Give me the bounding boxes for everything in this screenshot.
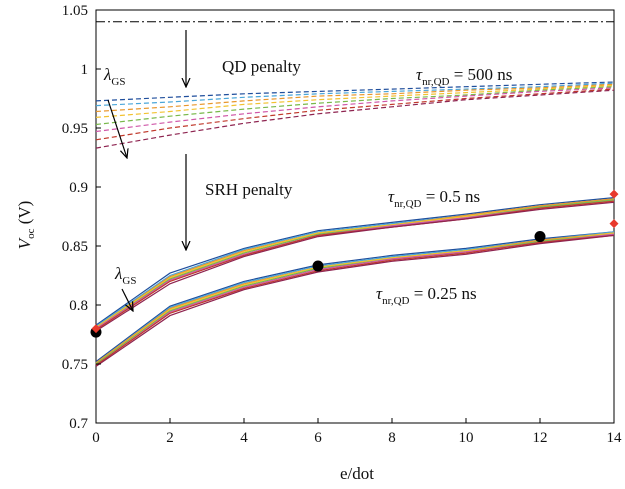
plot-area-border [95,9,615,424]
data-point-circle-2 [534,231,546,243]
series-line-g2-6 [95,234,615,366]
y-tick-label: 0.95 [62,121,88,137]
lambda-gs-label-bottom: λGS [114,264,136,287]
y-tick-label: 0.75 [62,357,88,373]
series-line-g1-0 [95,197,615,326]
y-tick-label: 0.85 [62,239,88,255]
series-line-g0-0 [95,81,615,102]
lambda-gs-label-top: λGS [103,65,125,88]
data-point-diamond-2 [609,219,619,229]
series-line-g2-3 [95,232,615,365]
x-tick-label: 10 [459,430,474,446]
y-tick-label: 0.9 [69,180,88,196]
x-tick-label: 8 [388,430,396,446]
y-tick-label: 1.05 [62,3,88,19]
series-line-g0-2 [95,83,615,113]
x-tick-label: 14 [607,430,623,446]
lambda-gs-arrow-top [107,99,127,158]
x-axis-label: e/dot [340,464,374,483]
tau-500ns-label: τnr,QD = 500 ns [416,65,512,88]
series-line-g2-1 [95,231,615,364]
plot-frame [95,9,615,424]
lambda-gs-arrow-bottom [121,288,133,311]
tau-0.25ns-label: τnr,QD = 0.25 ns [376,284,477,307]
series-line-g0-5 [95,87,615,133]
y-tick-label: 0.7 [69,416,88,432]
series-line-g1-7 [95,201,615,332]
data-point-diamond-0 [91,324,101,334]
series-line-g0-7 [95,89,615,149]
series-line-g0-1 [95,82,615,107]
series-line-g2-7 [95,234,615,367]
x-tick-label: 4 [240,430,248,446]
tau-0.5ns-label: τnr,QD = 0.5 ns [388,187,480,210]
y-tick-label: 1 [81,62,89,78]
x-tick-label: 2 [166,430,174,446]
series-line-g0-4 [95,86,615,126]
points-layer [90,189,619,338]
qd-penalty-label: QD penalty [222,57,301,76]
series-line-g0-6 [95,88,615,141]
series-line-g2-2 [95,232,615,364]
series-line-g2-4 [95,233,615,365]
series-line-g2-5 [95,233,615,366]
series-layer [95,81,615,367]
x-tick-label: 12 [533,430,548,446]
x-tick-label: 0 [92,430,100,446]
series-line-g2-0 [95,231,615,363]
series-line-g0-3 [95,84,615,118]
data-point-diamond-1 [609,189,619,199]
x-tick-label: 6 [314,430,322,446]
srh-penalty-label: SRH penalty [205,180,293,199]
y-axis-label: Voc (V) [15,201,37,250]
ticks-layer: 0 2 4 6 8 10 12 14 0.7 0.75 0.8 0.85 0.9 0.95 1 1.05 [62,3,622,446]
y-tick-label: 0.8 [69,298,88,314]
data-point-circle-1 [312,260,324,272]
